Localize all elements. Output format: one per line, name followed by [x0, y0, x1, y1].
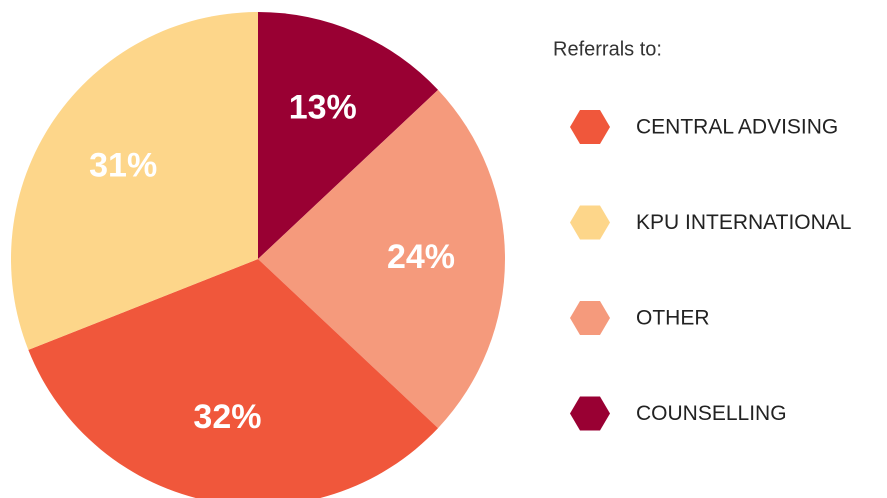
legend-label: CENTRAL ADVISING	[636, 116, 838, 139]
legend-marker	[570, 301, 610, 335]
legend-title: Referrals to:	[553, 38, 662, 60]
pie-slice	[258, 89, 505, 429]
legend-label: COUNSELLING	[636, 402, 787, 425]
pie-slice	[258, 12, 439, 259]
slice-label: 32%	[193, 398, 261, 436]
pie-slice	[11, 12, 258, 350]
legend-marker	[570, 205, 610, 240]
pie-slice	[28, 259, 439, 498]
legend-label: OTHER	[636, 307, 710, 330]
slice-label: 13%	[289, 88, 357, 126]
slice-label: 31%	[89, 146, 157, 184]
slice-label: 24%	[387, 238, 455, 276]
legend-marker	[570, 110, 610, 144]
legend-label: KPU INTERNATIONAL	[636, 211, 851, 234]
legend-marker	[570, 396, 610, 431]
